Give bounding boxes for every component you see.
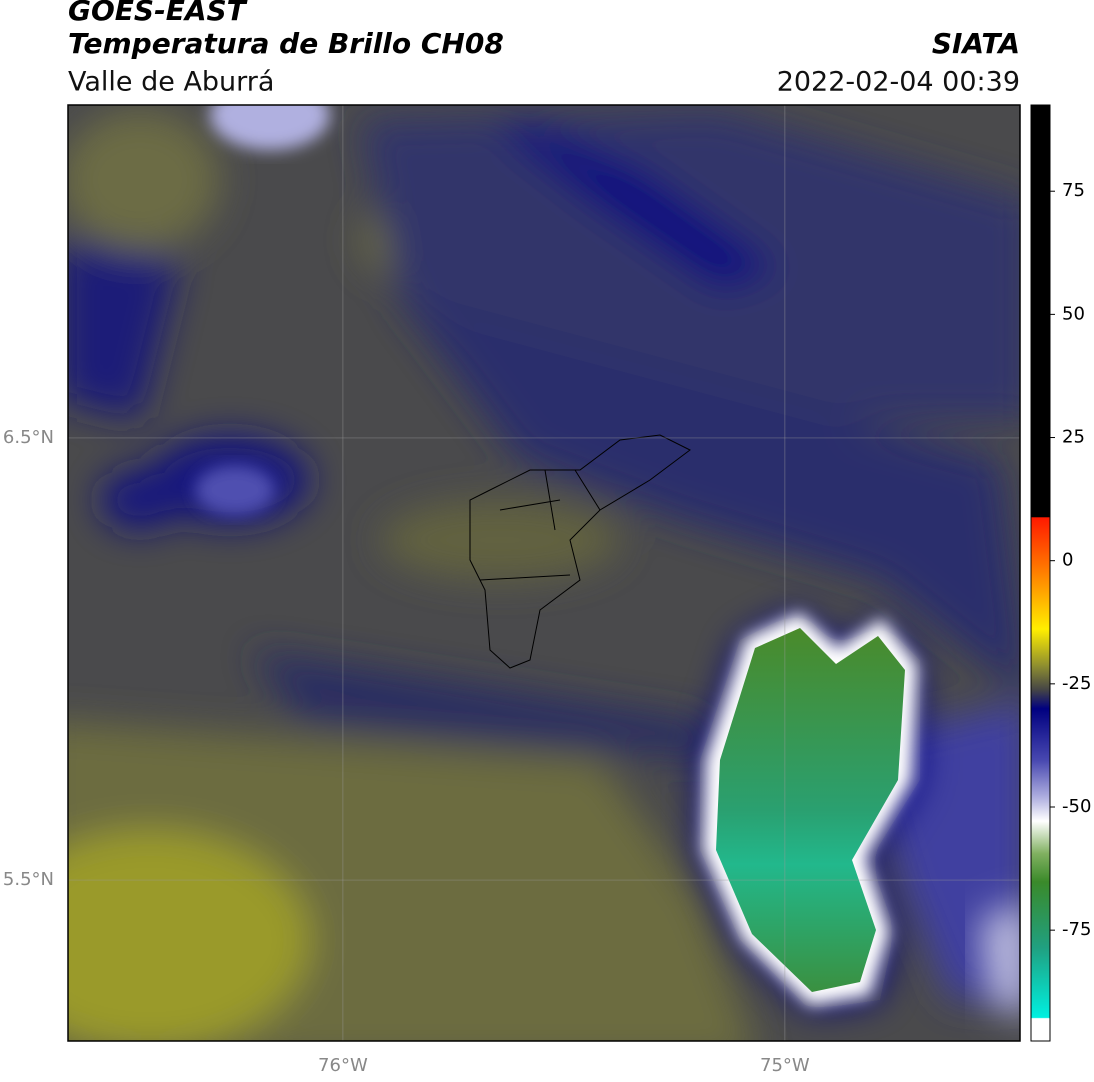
colorbar-tick-label: -50 [1062,796,1091,817]
colorbar-tick-label: -75 [1062,919,1091,940]
x-tick-label: 75°W [760,1055,810,1076]
y-tick-label: 6.5°N [3,427,54,448]
colorbar-tick-label: 50 [1062,303,1085,324]
x-tick-label: 76°W [318,1055,368,1076]
y-tick-label: 5.5°N [3,869,54,890]
colorbar-tick-label: 0 [1062,550,1073,571]
datetime: 2022-02-04 00:39 [777,67,1020,98]
grid [68,105,1020,1041]
colorbar-tick-label: 25 [1062,427,1085,448]
map-frame [67,104,1021,1042]
region: Valle de Aburrá [68,67,274,98]
title: GOES-EAST [68,0,248,27]
colorbar-tick-label: -25 [1062,673,1091,694]
subtitle: Temperatura de Brillo CH08 [68,27,504,60]
colorbar [1030,104,1051,1042]
source: SIATA [932,27,1020,60]
colorbar-tick-label: 75 [1062,180,1085,201]
satellite-image [68,105,1020,1041]
